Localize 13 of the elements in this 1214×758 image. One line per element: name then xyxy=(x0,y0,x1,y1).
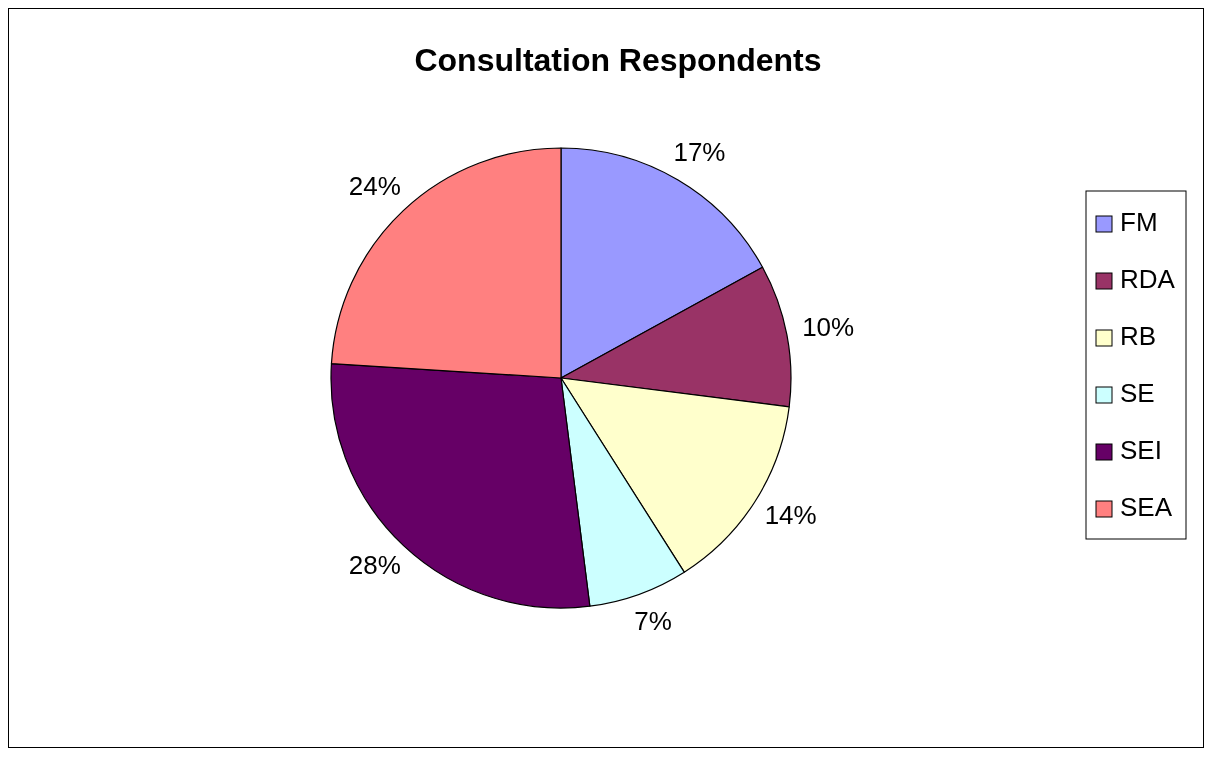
data-label: 14% xyxy=(764,500,817,531)
legend-label: SEI xyxy=(1120,434,1162,465)
chart-title: Consultation Respondents xyxy=(414,42,822,78)
legend-label: RDA xyxy=(1120,263,1176,294)
data-label: 24% xyxy=(348,171,401,202)
data-label: 17% xyxy=(673,137,726,168)
legend-label: FM xyxy=(1120,206,1158,237)
data-label: 10% xyxy=(802,312,855,343)
legend-label: SE xyxy=(1120,377,1155,408)
legend-label: RB xyxy=(1120,320,1157,351)
data-label: 7% xyxy=(634,605,672,636)
data-label: 28% xyxy=(348,550,401,581)
legend-label: SEA xyxy=(1120,491,1173,522)
